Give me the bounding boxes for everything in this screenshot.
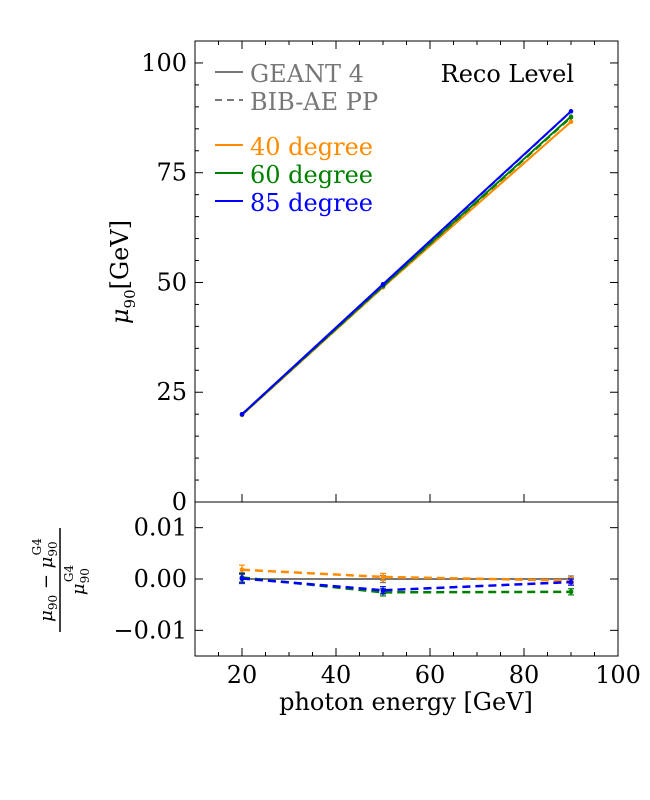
x-tick-label-60: 60 bbox=[415, 661, 446, 689]
main-y-ticks: 0 25 50 75 100 bbox=[141, 49, 618, 516]
main-series-line-5 bbox=[241, 110, 572, 415]
ratio-series bbox=[239, 564, 574, 597]
x-tick-label-80: 80 bbox=[509, 661, 540, 689]
legend: GEANT 4 BIB-AE PP 40 degree 60 degree 85… bbox=[215, 60, 378, 217]
main-point-1-2 bbox=[568, 119, 574, 124]
ratio-point-3-2 bbox=[568, 579, 574, 585]
ratio-label-numerator: μ90 − μ90G4 bbox=[30, 538, 60, 622]
ratio-y-ticks: −0.01 0.00 0.01 bbox=[113, 514, 618, 644]
main-point-3-2 bbox=[568, 115, 574, 120]
ratio-y-axis-label: μ90 − μ90G4 μ90G4 bbox=[30, 528, 92, 632]
main-y-tick-label-0: 0 bbox=[172, 488, 187, 516]
legend-label-geant4: GEANT 4 bbox=[250, 60, 364, 88]
ratio-series-line-1 bbox=[241, 568, 572, 582]
main-series bbox=[239, 109, 574, 418]
ratio-series-line-2 bbox=[241, 576, 572, 594]
ratio-point-3-1 bbox=[380, 587, 386, 593]
ratio-point-1-0 bbox=[239, 567, 245, 573]
ratio-label-denominator: μ90G4 bbox=[62, 565, 92, 596]
main-y-tick-label-25: 25 bbox=[156, 378, 187, 406]
x-tick-label-20: 20 bbox=[227, 661, 258, 689]
x-tick-label-40: 40 bbox=[321, 661, 352, 689]
ratio-series-line-3 bbox=[241, 577, 572, 592]
ratio-point-2-2 bbox=[568, 589, 574, 595]
ratio-y-tick-label: 0.00 bbox=[134, 565, 187, 593]
main-point-5-0 bbox=[239, 411, 245, 417]
x-tick-label-100: 100 bbox=[595, 661, 641, 689]
annotation-reco-level: Reco Level bbox=[441, 60, 574, 88]
legend-label-40deg: 40 degree bbox=[250, 133, 373, 161]
ratio-point-1-1 bbox=[380, 574, 386, 580]
main-y-tick-label-50: 50 bbox=[156, 268, 187, 296]
main-y-axis-label: μ90[GeV] bbox=[106, 220, 139, 324]
ratio-y-tick-label: −0.01 bbox=[113, 616, 187, 644]
legend-label-bibae: BIB-AE PP bbox=[250, 88, 378, 116]
ratio-y-tick-label: 0.01 bbox=[134, 514, 187, 542]
ratio-point-3-0 bbox=[239, 576, 245, 581]
x-axis-label: photon energy [GeV] bbox=[279, 688, 533, 716]
main-point-5-2 bbox=[568, 109, 574, 114]
legend-label-85deg: 85 degree bbox=[250, 189, 373, 217]
legend-label-60deg: 60 degree bbox=[250, 161, 373, 189]
main-y-tick-label-75: 75 bbox=[156, 159, 187, 187]
x-ticks: 20 40 60 80 100 bbox=[218, 41, 641, 689]
main-y-tick-label-100: 100 bbox=[141, 49, 187, 77]
main-point-5-1 bbox=[380, 282, 386, 287]
main-y-axis-label-text: μ90[GeV] bbox=[106, 220, 139, 324]
